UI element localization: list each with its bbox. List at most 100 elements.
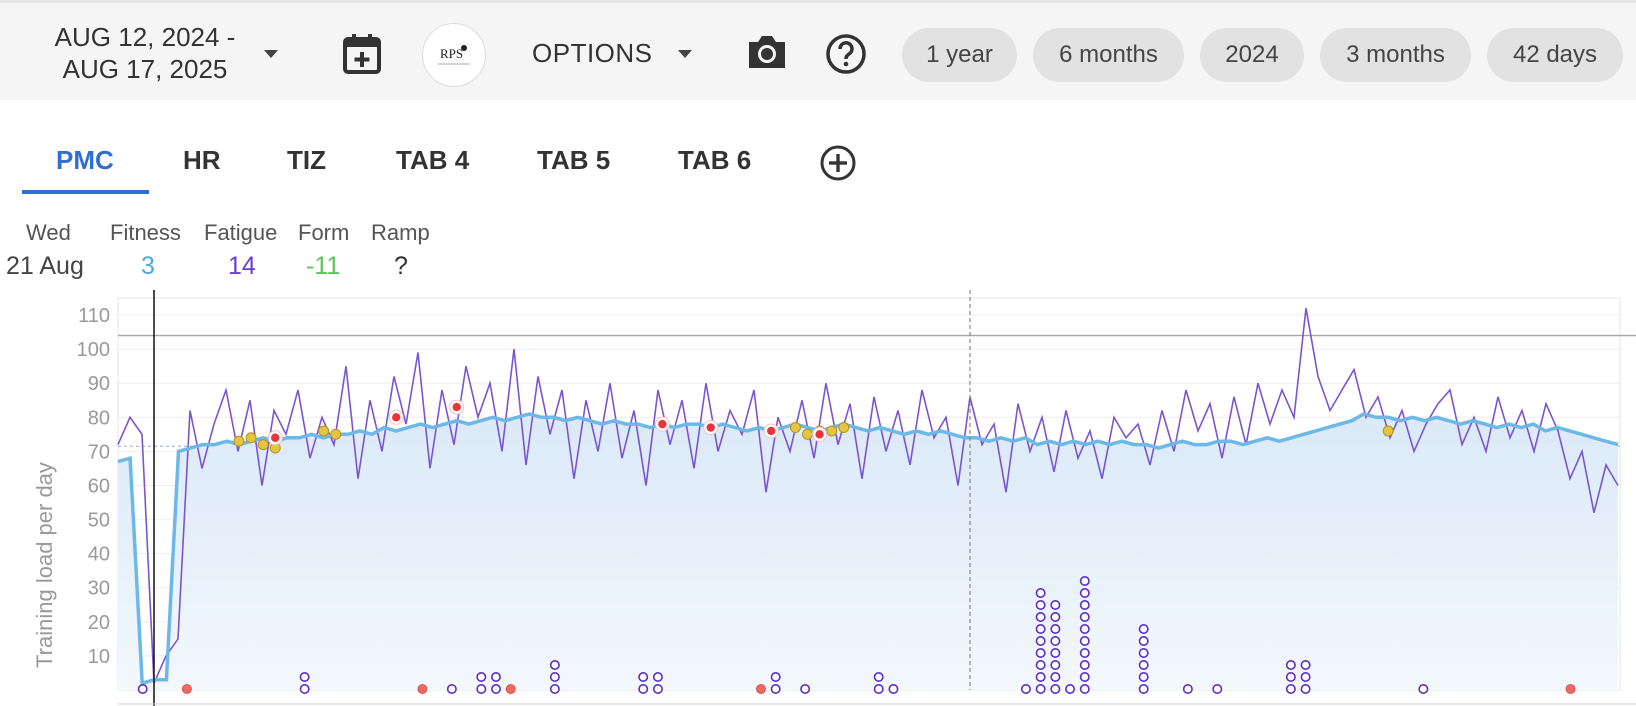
stat-day: Wed <box>26 220 71 245</box>
activity-dot-red <box>505 684 516 694</box>
form-label: Form <box>298 220 350 245</box>
event-marker-red <box>658 419 667 429</box>
tab-4[interactable]: TAB 4 <box>396 145 470 175</box>
fitness-area <box>118 413 1618 690</box>
camera-icon[interactable] <box>744 31 790 73</box>
activity-dot <box>652 683 663 694</box>
activity-dot <box>1035 623 1046 634</box>
range-6-months-button[interactable]: 6 months <box>1033 28 1184 82</box>
activity-dot <box>1138 623 1149 634</box>
fatigue-value: 14 <box>228 252 256 280</box>
event-marker-yellow <box>257 439 269 451</box>
add-tab-icon[interactable] <box>818 143 858 183</box>
y-tick-label: 10 <box>88 646 110 668</box>
activity-dot <box>1035 683 1046 694</box>
tab-5[interactable]: TAB 5 <box>537 145 611 175</box>
y-tick-label: 110 <box>78 305 110 327</box>
activity-dot <box>1285 671 1296 682</box>
event-marker-red <box>767 426 776 436</box>
event-marker-yellow <box>802 428 814 440</box>
chevron-down-icon[interactable] <box>264 50 278 58</box>
active-tab-indicator <box>22 190 149 194</box>
activity-dot <box>1079 623 1090 634</box>
activity-dot-red <box>756 684 766 694</box>
event-marker-red <box>815 430 824 439</box>
activity-dot <box>1138 683 1149 694</box>
activity-dot <box>638 683 649 694</box>
activity-dot <box>1035 599 1046 610</box>
date-range-start: AUG 12, 2024 - <box>54 22 236 52</box>
y-tick-label: 50 <box>88 510 110 532</box>
activity-dot <box>1300 659 1311 670</box>
chevron-down-icon[interactable] <box>678 50 692 58</box>
y-tick-label: 100 <box>77 339 110 361</box>
y-tick-label: 20 <box>88 612 110 634</box>
tab-tiz[interactable]: TIZ <box>287 145 326 175</box>
activity-dot <box>446 683 457 694</box>
activity-dot <box>1079 587 1090 598</box>
activity-dot <box>549 659 560 670</box>
event-marker-red <box>706 423 715 432</box>
event-marker-yellow <box>318 425 330 437</box>
activity-dot <box>873 683 884 694</box>
range-42-days-button[interactable]: 42 days <box>1487 28 1623 82</box>
event-marker-red <box>452 402 461 412</box>
club-logo[interactable]: RPS <box>422 23 486 87</box>
activity-dot <box>873 671 884 682</box>
range-1-year-button[interactable]: 1 year <box>902 28 1017 82</box>
activity-dot <box>770 671 781 682</box>
ramp-label: Ramp <box>371 220 430 245</box>
activity-dot <box>1418 683 1429 694</box>
y-axis-label: Training load per day <box>32 462 57 668</box>
activity-dot <box>1050 611 1061 622</box>
activity-dot-red <box>181 684 192 694</box>
activity-dot <box>1065 683 1076 694</box>
activity-dot <box>888 683 899 694</box>
y-tick-label: 30 <box>88 578 110 600</box>
activity-dot <box>1079 575 1090 586</box>
activity-dot <box>137 683 148 694</box>
range-3-months-button[interactable]: 3 months <box>1320 28 1471 82</box>
help-icon[interactable] <box>824 32 868 76</box>
activity-dot <box>476 671 487 682</box>
activity-dot <box>1079 683 1090 694</box>
event-marker-yellow <box>789 422 801 434</box>
activity-dot <box>1182 683 1193 694</box>
calendar-add-icon[interactable] <box>340 31 384 77</box>
event-marker-yellow <box>826 425 838 437</box>
event-marker-yellow <box>330 428 342 440</box>
activity-dot <box>1035 587 1046 598</box>
activity-dot <box>1285 683 1296 694</box>
activity-dot <box>1020 683 1031 694</box>
activity-dot <box>1079 671 1090 682</box>
activity-dot <box>1079 635 1090 646</box>
options-menu[interactable]: OPTIONS <box>532 38 653 68</box>
activity-dot <box>1035 647 1046 658</box>
tab-6[interactable]: TAB 6 <box>678 145 752 175</box>
activity-dot <box>1285 659 1296 670</box>
event-marker-yellow <box>1382 425 1394 437</box>
tab-pmc[interactable]: PMC <box>56 145 114 175</box>
activity-dot <box>1138 671 1149 682</box>
pmc-chart[interactable]: Training load per day 10 20 30 40 50 60 70 80 90… <box>0 290 1636 706</box>
ramp-value: ? <box>394 252 408 280</box>
activity-dot <box>299 683 310 694</box>
fitness-line <box>117 412 1619 686</box>
date-range-selector[interactable]: AUG 12, 2024 - AUG 17, 2025 <box>40 21 250 85</box>
activity-dot <box>490 671 501 682</box>
tab-hr[interactable]: HR <box>183 145 221 175</box>
svg-text:RPS: RPS <box>440 46 463 61</box>
activity-dot <box>1035 611 1046 622</box>
stat-date: 21 Aug <box>6 252 84 280</box>
activity-dot <box>1050 647 1061 658</box>
activity-dot <box>1138 635 1149 646</box>
activity-dot <box>476 683 487 694</box>
activity-dot <box>1050 671 1061 682</box>
activity-dot <box>549 671 560 682</box>
activity-dot <box>1035 635 1046 646</box>
activity-dot <box>299 671 310 682</box>
activity-dot <box>1050 659 1061 670</box>
activity-dot-red <box>1565 684 1576 694</box>
activity-dot <box>1079 599 1090 610</box>
range-2024-button[interactable]: 2024 <box>1200 28 1304 82</box>
